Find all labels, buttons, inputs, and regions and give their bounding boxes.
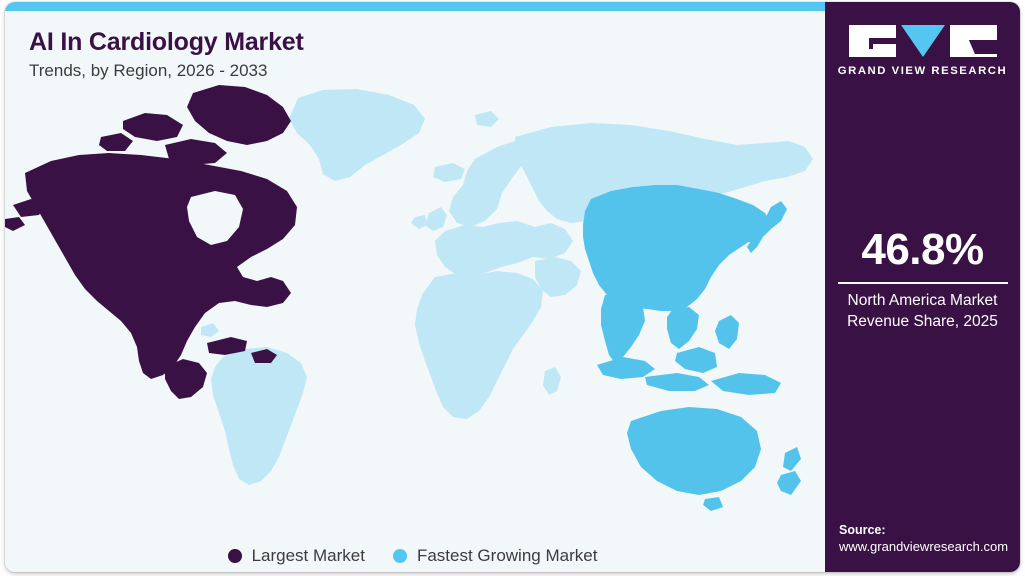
map-hudson-bay [187, 191, 243, 245]
legend-dot-fastest-growing-market [392, 549, 407, 563]
gvr-logo-icon [848, 25, 997, 57]
legend-item-largest-market: Largest Market [227, 546, 365, 566]
stat-description: North America Market Revenue Share, 2025 [847, 291, 998, 332]
map-region-rest-of-world [201, 89, 813, 485]
source-url[interactable]: www.grandviewresearch.com [839, 539, 1009, 554]
top-accent-bar [5, 2, 1020, 11]
stat-description-line2: Revenue Share, 2025 [847, 312, 998, 330]
stat-description-line1: North America Market [847, 292, 998, 310]
stat-divider [837, 282, 1008, 285]
page-subtitle: Trends, by Region, 2026 - 2033 [29, 61, 268, 80]
legend-dot-largest-market [227, 549, 242, 563]
map-panel: AI In Cardiology Market Trends, by Regio… [5, 11, 820, 572]
brand-panel: GRAND VIEW RESEARCH 46.8% North America … [825, 2, 1020, 572]
source-label: Source: [839, 523, 886, 537]
source-block: Source: www.grandviewresearch.com [839, 523, 1020, 554]
stat-value: 46.8% [861, 225, 984, 274]
infographic-card: AI In Cardiology Market Trends, by Regio… [5, 2, 1020, 572]
page-title: AI In Cardiology Market [29, 28, 304, 56]
legend-label-largest-market: Largest Market [251, 546, 365, 565]
stat-block: 46.8% North America Market Revenue Share… [825, 225, 1020, 332]
map-region-asia-pacific [583, 185, 801, 511]
world-map [5, 81, 820, 511]
legend: Largest Market Fastest Growing Market [5, 531, 820, 572]
brand-logo: GRAND VIEW RESEARCH [825, 24, 1020, 77]
legend-item-fastest-growing-market: Fastest Growing Market [392, 546, 598, 566]
legend-label-fastest-growing-market: Fastest Growing Market [416, 546, 598, 565]
brand-logo-text: GRAND VIEW RESEARCH [837, 65, 1008, 77]
